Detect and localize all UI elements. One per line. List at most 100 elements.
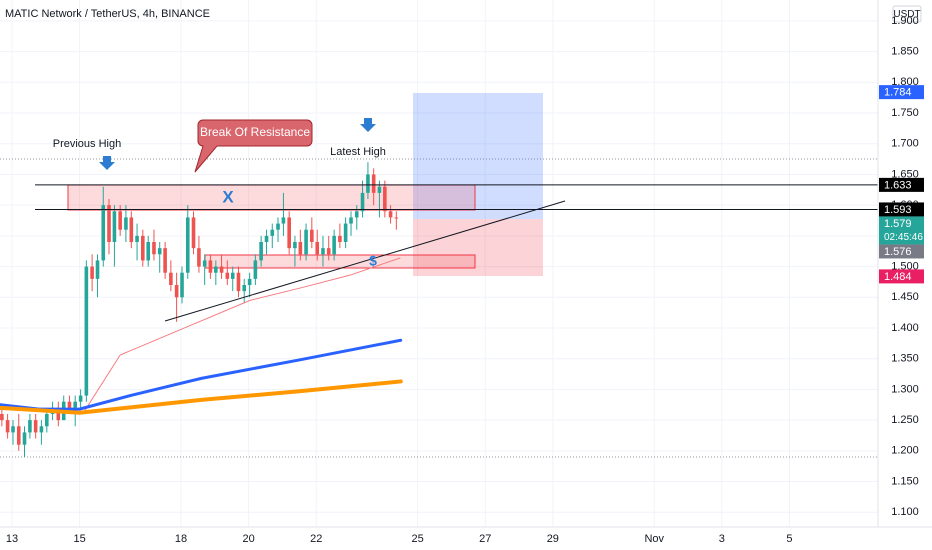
candle-body [287,217,291,249]
callout [194,119,313,173]
candle-body [146,242,151,261]
candle-body [163,248,167,273]
x-tick-label: 25 [411,533,423,545]
candle-body [67,401,72,408]
y-tick-label: 1.650 [891,168,919,180]
grid [0,0,878,527]
candle-body [304,229,308,255]
candle-body [321,248,325,255]
loss-zone [413,219,543,276]
x-tick-label: 20 [242,533,254,545]
candle-body [78,395,83,402]
candle-body [276,223,280,230]
arrow-down [99,156,115,170]
candle-body [28,420,32,433]
y-tick-label: 1.900 [891,15,919,27]
candle-body [141,235,145,261]
candle-body [338,235,342,243]
candle-body [298,242,303,255]
support-zone [204,254,476,269]
candle-body [354,211,359,218]
candle-body [202,260,207,267]
candle-body [107,205,111,243]
annotation: Latest High [330,146,386,158]
candle-body [124,217,128,230]
candle-body [208,260,213,273]
candle-body [326,248,331,255]
countdown: 02:45:46 [884,232,923,243]
y-tick-label: 1.700 [891,138,919,150]
chart-title: MATIC Network / TetherUS, 4h, BINANCE [5,8,210,20]
profit-zone [413,93,543,219]
currency-box [892,5,922,23]
candle-body [332,235,336,255]
candle-body [135,235,139,243]
candle-body [118,211,122,230]
callout-text: Break Of Resistance [200,125,310,139]
arrow-down [360,118,376,132]
candle-body [16,426,21,445]
candle-body [219,266,224,273]
axes: 1.9001.8501.8001.7501.7001.6501.6001.550… [6,15,924,545]
price-label-text: 1.484 [884,271,912,283]
candle-body [90,266,94,279]
candle-body [281,217,286,224]
candle-body [174,284,179,298]
candle-body [360,192,365,212]
candle-body [180,272,184,298]
candle-body [95,260,100,279]
candle-body [5,420,10,433]
candle-body [33,420,38,433]
price-label [879,244,924,259]
y-tick-label: 1.300 [891,383,919,395]
candle-body [56,407,61,421]
candle-body [259,242,263,261]
candle-body [129,217,134,243]
candle-body [73,401,78,408]
candle-body [270,229,275,236]
candle-body [343,223,348,243]
candle-body [84,266,89,396]
y-tick-label: 1.750 [891,107,919,119]
y-tick-label: 1.100 [891,506,919,518]
candle-body [191,217,196,249]
candle-body [45,413,49,427]
price-label-text: 1.593 [884,204,912,216]
currency: USDT [893,9,920,20]
y-tick-label: 1.400 [891,322,919,334]
candle-body [264,235,269,243]
candle-body [394,217,399,219]
candle-body [310,229,314,243]
annotation: Previous High [53,138,121,150]
candle-body [197,248,201,267]
price-label [879,85,924,100]
candle-body [388,211,393,218]
candle-body [112,211,117,243]
candle-body [371,174,376,193]
candle-body [377,186,382,193]
moving-average [0,379,403,415]
x-tick-label: 3 [719,533,725,545]
candle-body [39,426,44,433]
candle-body [293,242,297,249]
price-label-text: 1.579 [884,218,912,230]
x-tick-label: 13 [6,533,18,545]
candle-body [242,284,247,292]
price-label [879,202,924,217]
candle-body [366,174,370,193]
candle-body [253,260,258,279]
price-label-text: 1.633 [884,179,912,191]
price-label [879,177,924,192]
candle-body [157,248,162,255]
candle-body [236,272,241,292]
candle-body [214,266,218,273]
candle-body [383,186,387,212]
y-tick-label: 1.850 [891,46,919,58]
candle-body [349,217,353,224]
plot [0,162,878,457]
candle-body [101,205,106,261]
y-tick-label: 1.150 [891,475,919,487]
dollar-mark: $ [369,253,377,269]
candle-body [247,278,252,285]
